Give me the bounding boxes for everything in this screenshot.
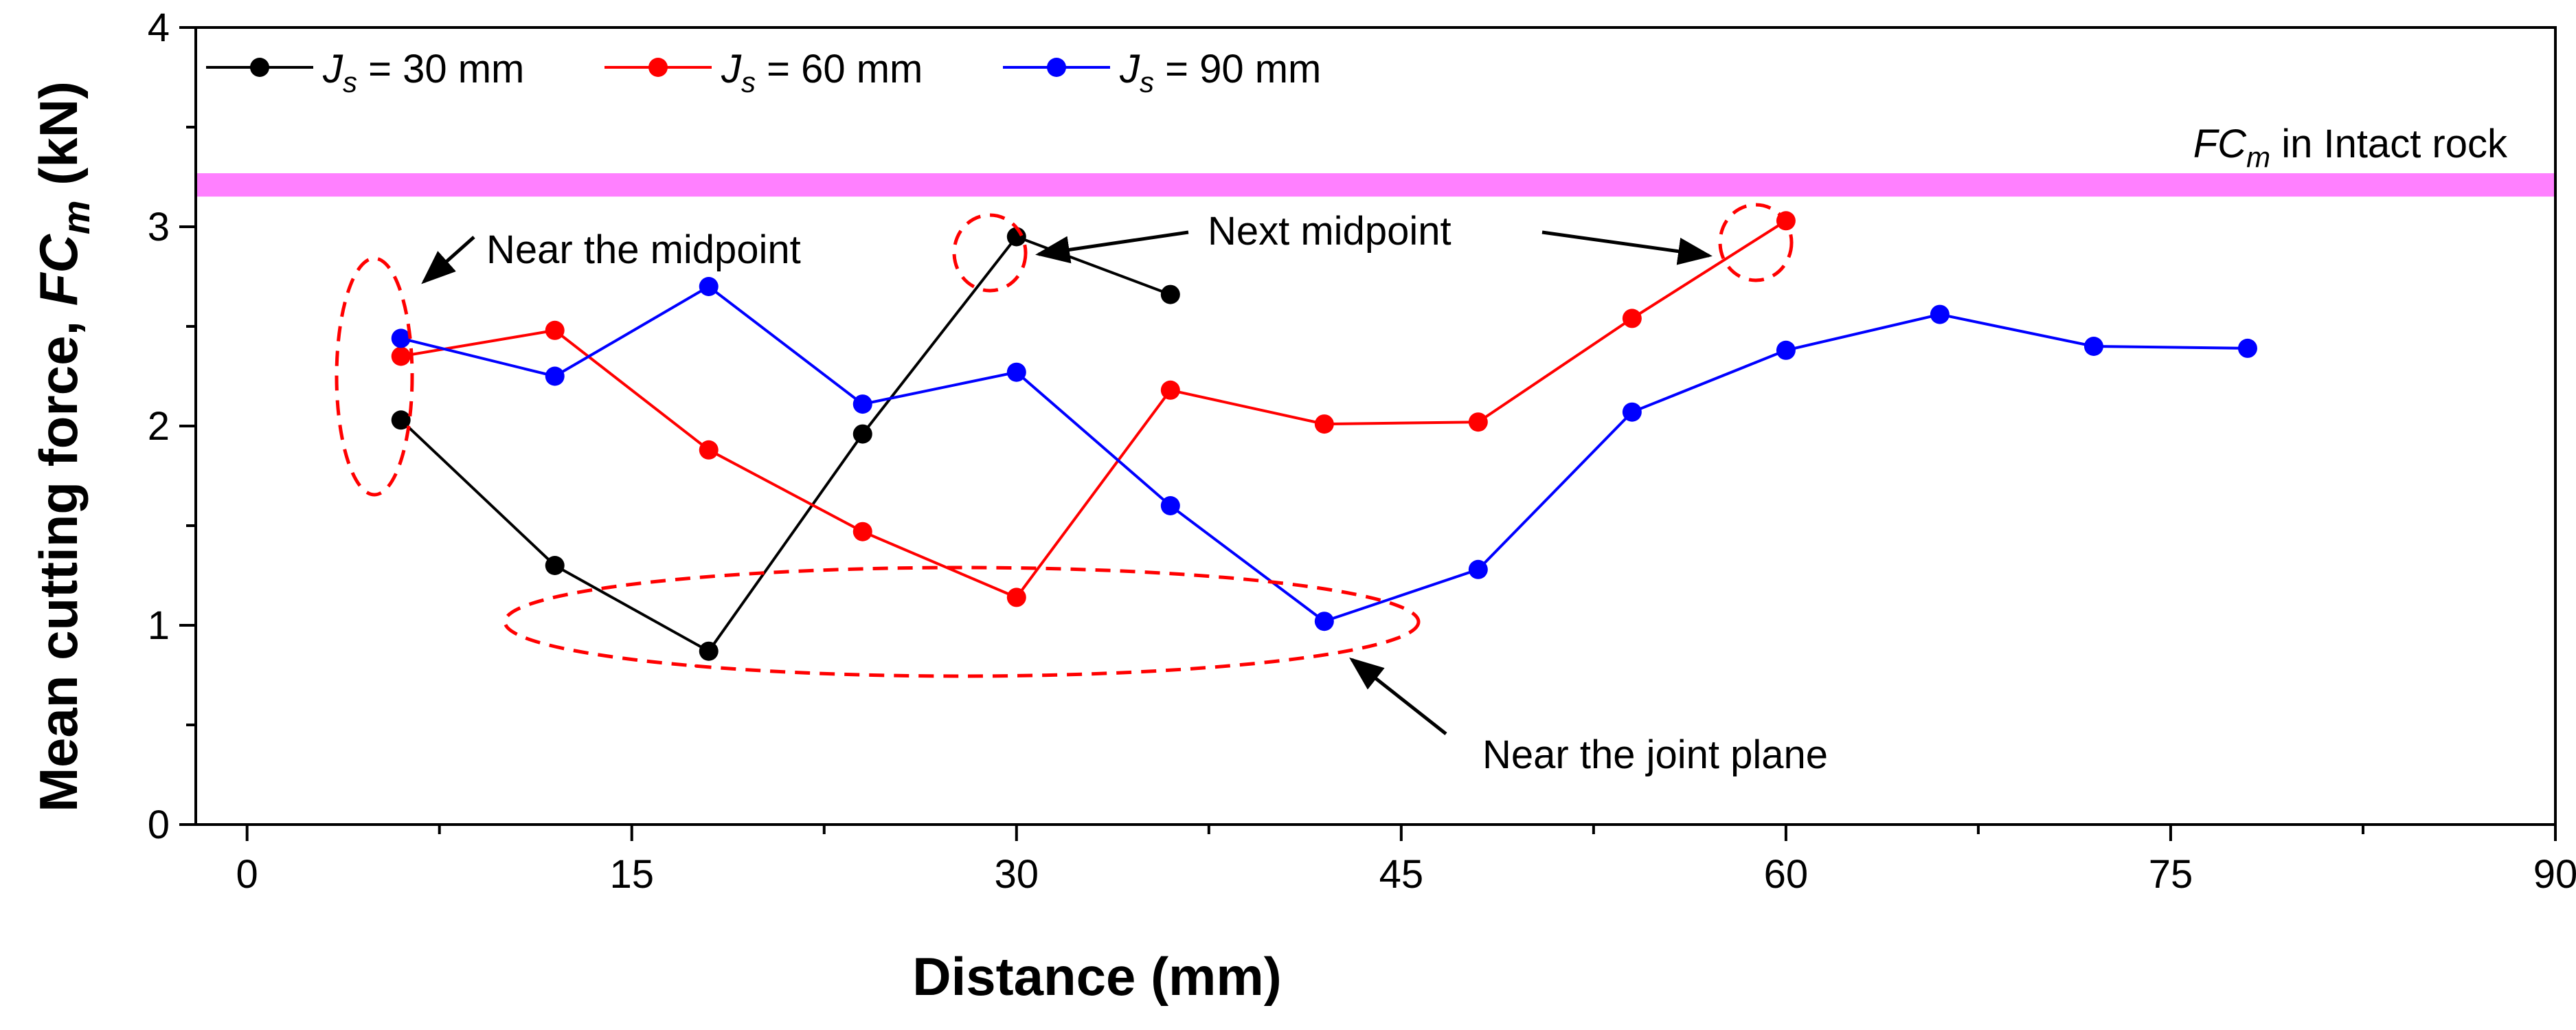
data-point: [1160, 284, 1180, 304]
y-tick-label: 3: [148, 205, 170, 249]
next-midpoint-arrow-right: [1541, 230, 1713, 265]
series-layer: [391, 211, 2257, 661]
legend-swatch-marker: [1047, 58, 1066, 77]
legend-swatch-marker: [250, 58, 269, 77]
x-tick-label: 90: [2533, 852, 2576, 897]
x-axis-title: Distance (mm): [912, 946, 1281, 1007]
x-tick-label: 15: [609, 852, 654, 897]
legend-item-js60: Js = 60 mm: [605, 47, 923, 98]
data-point: [699, 277, 719, 296]
legend-item-js90: Js = 90 mm: [1003, 47, 1321, 98]
x-tick-label: 60: [1764, 852, 1809, 897]
data-point: [1160, 380, 1180, 400]
intact-rock-reference-band: [197, 173, 2554, 197]
next-midpoint-highlight-ellipse-60: [1718, 203, 1794, 282]
annotation-arrows: [421, 230, 1713, 735]
data-point: [699, 641, 719, 661]
x-tick-label: 0: [236, 852, 258, 897]
y-tick-label: 2: [148, 404, 170, 449]
data-point: [1314, 612, 1334, 631]
legend-item-js30: Js = 30 mm: [206, 47, 524, 98]
data-point: [391, 410, 411, 430]
near-joint-plane-label: Near the joint plane: [1482, 732, 1828, 777]
data-point: [545, 366, 565, 386]
x-tick-label: 75: [2149, 852, 2193, 897]
data-point: [545, 320, 565, 340]
x-axis-ticks: 0 15 30 45 60 75 90: [236, 825, 2576, 897]
y-tick-label: 1: [148, 603, 170, 648]
x-tick-label: 45: [1379, 852, 1424, 897]
data-point: [1006, 362, 1026, 382]
data-point: [391, 346, 411, 366]
data-point: [1776, 340, 1796, 360]
data-point: [545, 556, 565, 575]
y-axis-title-subscript: m: [54, 200, 98, 234]
data-point: [1006, 587, 1026, 607]
midpoint-highlight-ellipse: [335, 256, 414, 497]
data-point: [852, 522, 872, 541]
near-midpoint-label: Near the midpoint: [486, 227, 801, 272]
ref-label-symbol: FC: [2193, 122, 2247, 166]
intact-rock-reference-label: FCm in Intact rock: [2193, 122, 2508, 173]
series-line: [400, 219, 1787, 599]
legend-label-js60: Js = 60 mm: [721, 47, 923, 98]
data-point: [1468, 559, 1488, 579]
data-point: [2237, 338, 2257, 358]
y-axis-title-symbol: FC: [28, 234, 89, 306]
y-axis-title: Mean cutting force, FCm (kN): [28, 81, 98, 812]
joint-plane-arrow: [1349, 657, 1447, 735]
y-axis-title-suffix: (kN): [28, 81, 89, 200]
y-axis-ticks: 0 1 2 3 4: [148, 5, 196, 847]
legend-swatch-marker: [648, 58, 668, 77]
legend: Js = 30 mm Js = 60 mm Js = 90 mm: [206, 47, 1321, 98]
y-tick-label: 0: [148, 803, 170, 847]
data-point: [391, 328, 411, 348]
y-tick-label: 4: [148, 5, 170, 50]
plot-frame: [194, 26, 2557, 826]
next-midpoint-arrow-left: [1035, 230, 1189, 264]
data-point: [1314, 414, 1334, 434]
midpoint-arrow: [421, 236, 475, 284]
next-midpoint-label: Next midpoint: [1208, 209, 1451, 254]
legend-label-js90: Js = 90 mm: [1119, 47, 1321, 98]
ref-label-rest: in Intact rock: [2270, 122, 2508, 166]
next-midpoint-highlight-ellipse-30: [952, 213, 1028, 293]
series-js90: [391, 277, 2257, 631]
data-point: [852, 424, 872, 444]
data-point: [699, 440, 719, 460]
data-point: [1622, 402, 1642, 422]
ref-label-subscript: m: [2246, 141, 2270, 173]
data-point: [1930, 304, 1950, 324]
data-point: [1622, 309, 1642, 328]
x-tick-label: 30: [995, 852, 1039, 897]
data-point: [1468, 412, 1488, 432]
legend-label-js30: Js = 30 mm: [322, 47, 524, 98]
joint-plane-highlight-ellipse: [503, 566, 1421, 678]
data-point: [1160, 496, 1180, 515]
data-point: [852, 394, 872, 414]
data-point: [2083, 337, 2103, 356]
series-js60: [391, 211, 1796, 607]
highlight-ellipses: [335, 203, 1794, 678]
y-axis-title-prefix: Mean cutting force,: [28, 306, 89, 812]
